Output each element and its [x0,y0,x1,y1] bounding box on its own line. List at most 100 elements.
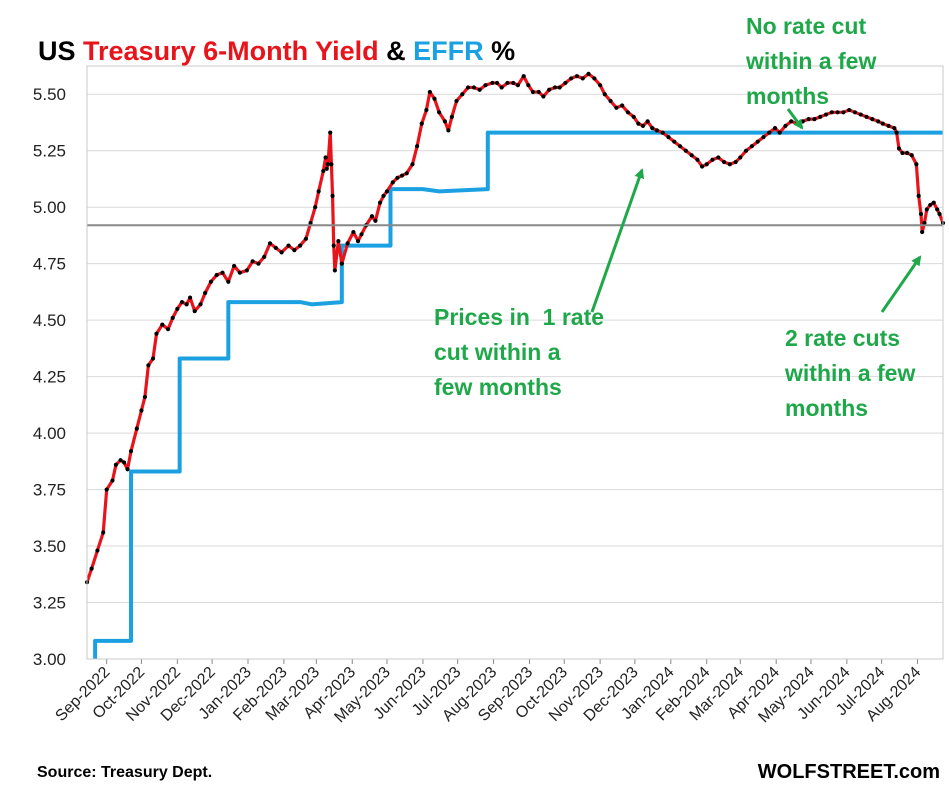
data-point [390,180,395,185]
data-point [721,159,727,165]
data-point [244,268,249,273]
y-tick-label: 5.50 [33,85,66,104]
data-point [321,168,326,174]
data-point [351,229,356,235]
annotation-one-rate-cut: Prices in 1 rate cut within a few months [434,304,610,400]
data-point [332,268,337,273]
data-point [286,243,291,248]
chart-title: US Treasury 6-Month Yield & EFFR % [38,36,515,66]
data-point [767,130,772,135]
data-point [892,126,897,131]
data-point [139,408,144,413]
data-point [208,279,214,284]
data-point [829,110,834,115]
data-point [113,462,119,467]
data-point [689,153,694,158]
data-point [279,250,284,255]
data-point [530,89,536,95]
data-point [179,299,185,305]
data-point [373,218,378,223]
data-point [727,162,732,167]
data-point [427,89,432,95]
data-point [755,139,760,144]
data-point [847,107,852,113]
data-point [541,94,546,99]
data-point [308,220,313,226]
data-point [226,279,231,284]
annotation-two-rate-cuts: 2 rate cuts within a few months [784,325,922,421]
data-point [580,76,585,81]
data-point [442,119,448,124]
data-point [654,128,659,133]
data-point [937,211,942,217]
data-point [640,123,646,128]
data-point [870,116,875,122]
data-point [914,162,919,167]
data-point [336,238,341,244]
data-point [695,157,700,162]
data-point [184,302,189,307]
data-point [772,126,778,131]
y-tick-label: 4.00 [33,424,66,443]
data-point [574,74,580,79]
data-point [614,105,619,110]
data-point [823,112,829,117]
y-tick-label: 4.50 [33,311,66,330]
data-point [922,220,927,226]
data-point [118,458,123,463]
data-point [384,189,390,194]
data-point [625,110,631,115]
data-point [835,110,840,115]
y-tick-label: 3.75 [33,481,66,500]
data-point [818,114,823,119]
data-point [477,87,482,92]
data-point [232,263,237,269]
arrow-no-rate-cut [786,108,804,130]
data-point [273,245,278,250]
data-point [710,157,715,162]
data-point [505,80,510,86]
data-point [104,487,109,492]
annotation-one-rate-cut-line-3: few months [434,374,562,400]
data-point [330,193,335,198]
y-axis-ticks: 3.00 3.25 3.50 3.75 4.00 4.25 4.50 4.75 5.00 5.25… [33,85,66,669]
data-point [672,139,677,144]
data-point [328,130,333,135]
data-point [494,80,500,86]
data-point [404,171,409,176]
data-point [738,155,743,160]
data-point [806,116,811,122]
data-point [918,211,924,217]
data-point [89,566,94,571]
data-point [483,83,488,88]
data-point [110,478,115,483]
data-point [121,460,127,465]
y-tick-label: 4.25 [33,368,66,387]
y-tick-label: 3.50 [33,537,66,556]
data-point [410,162,415,167]
data-point [536,89,541,95]
data-point [812,116,817,122]
data-point [909,153,914,158]
data-point [894,130,899,135]
data-point [920,229,925,235]
data-point [650,126,655,131]
data-point [316,189,321,194]
data-point [928,202,933,208]
data-point [900,150,905,156]
data-point [339,261,344,266]
data-point [187,295,193,300]
data-point [716,155,721,160]
data-point [345,241,350,246]
data-point [660,130,665,135]
data-point [369,214,375,219]
annotation-no-rate-cut: No rate cut within a few months [745,13,883,109]
data-point [552,85,558,90]
annotation-no-rate-cut-line-2: within a few [745,48,876,74]
source-note: Source: Treasury Dept. [37,764,212,781]
data-point [557,85,562,90]
title-part-effr: EFFR [413,36,484,66]
data-point [377,200,383,205]
plot-area-border [86,65,944,660]
